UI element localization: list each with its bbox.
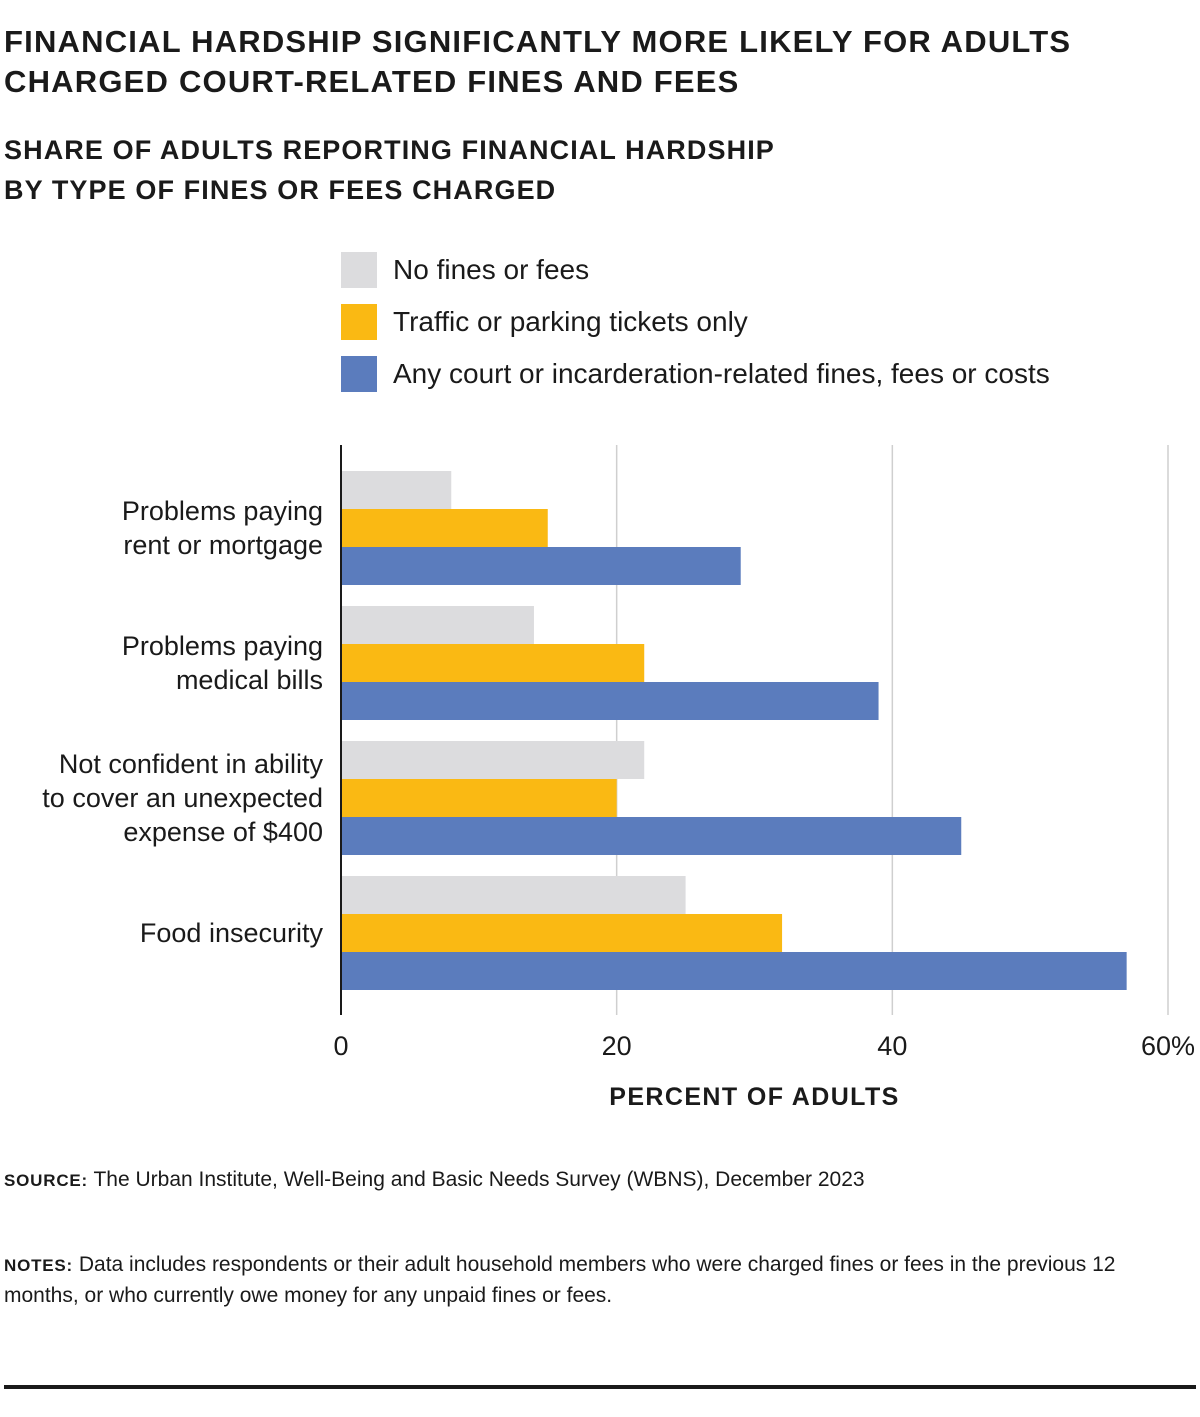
bar xyxy=(341,606,534,644)
legend-swatch-no-fines xyxy=(341,252,377,288)
bar xyxy=(341,817,962,855)
bar xyxy=(341,914,783,952)
notes: Notes: Data includes respondents or thei… xyxy=(4,1250,1154,1311)
legend-item-traffic: Traffic or parking tickets only xyxy=(341,302,1161,342)
category-labels: Problems paying rent or mortgage Problems … xyxy=(42,496,323,948)
x-tick-label: 60% xyxy=(1141,1031,1195,1061)
source-text: The Urban Institute, Well-Being and Basi… xyxy=(88,1168,865,1191)
bar xyxy=(341,741,645,779)
bar xyxy=(341,644,645,682)
legend-swatch-traffic xyxy=(341,304,377,340)
x-axis-title: PERCENT OF ADULTS xyxy=(609,1083,899,1111)
bar xyxy=(341,779,617,817)
legend-label-traffic: Traffic or parking tickets only xyxy=(393,306,748,337)
bar xyxy=(341,952,1127,990)
category-label: Problems paying medical bills xyxy=(122,631,323,695)
bar xyxy=(341,471,452,509)
legend-item-court: Any court or incarderation-related fines… xyxy=(341,354,1161,394)
bar xyxy=(341,876,686,914)
category-label: Problems paying rent or mortgage xyxy=(122,496,323,560)
x-tick-label: 40 xyxy=(877,1031,907,1061)
category-label: Not confident in ability to cover an unex… xyxy=(42,749,323,847)
bar xyxy=(341,682,879,720)
source-label: Source: xyxy=(4,1171,88,1190)
legend-swatch-court xyxy=(341,356,377,392)
chart-title: Financial hardship significantly more li… xyxy=(4,24,1072,99)
notes-text: Data includes respondents or their adult… xyxy=(4,1253,1116,1307)
x-tick-label: 20 xyxy=(602,1031,632,1061)
x-tick-label: 0 xyxy=(333,1031,348,1061)
legend-label-court: Any court or incarderation-related fines… xyxy=(393,358,1050,389)
bottom-rule xyxy=(4,1385,1196,1389)
bars xyxy=(341,471,1127,990)
bar xyxy=(341,547,741,585)
category-label: Food insecurity xyxy=(140,918,324,948)
bar-chart: Problems paying rent or mortgage Problems … xyxy=(42,445,1195,1111)
chart-subtitle: Share of adults reporting financial hard… xyxy=(4,135,775,205)
bar xyxy=(341,509,548,547)
x-tick-labels: 0 20 40 60% xyxy=(333,1031,1195,1061)
notes-label: Notes: xyxy=(4,1256,74,1275)
legend-label-no-fines: No fines or fees xyxy=(393,254,590,285)
legend-item-no-fines: No fines or fees xyxy=(341,250,1161,290)
source-note: Source: The Urban Institute, Well-Being … xyxy=(4,1165,1154,1196)
